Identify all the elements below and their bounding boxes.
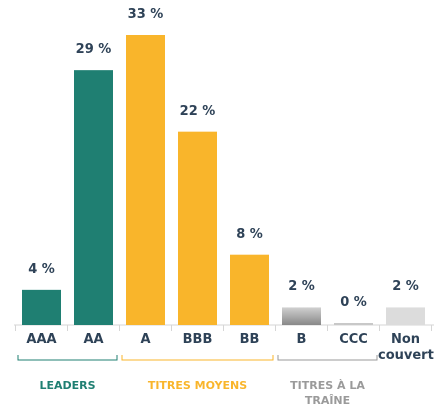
x-tick-label: A	[140, 332, 151, 347]
bar	[178, 131, 217, 325]
value-label: 2 %	[288, 279, 315, 295]
bar	[230, 254, 269, 325]
x-tick-label: B	[296, 332, 307, 347]
x-tick-label: CCC	[339, 332, 368, 347]
x-tick-label: BB	[239, 332, 260, 347]
value-label: 4 %	[28, 261, 55, 277]
value-label: 33 %	[127, 7, 164, 22]
value-label: 8 %	[236, 226, 263, 242]
value-label: 22 %	[179, 103, 216, 119]
x-tick-label: AAA	[26, 332, 57, 347]
group-bracket	[17, 355, 118, 361]
value-label: 29 %	[75, 42, 112, 58]
bar	[74, 70, 113, 325]
bar	[386, 307, 425, 325]
bar	[334, 323, 373, 325]
x-tick-label: Non couvert	[378, 332, 434, 363]
value-label: 2 %	[392, 279, 419, 295]
group-label: TITRES MOYENS	[147, 379, 248, 392]
bar	[126, 35, 165, 325]
x-tick-label: AA	[83, 332, 104, 347]
group-label: LEADERS	[39, 379, 96, 392]
bar	[282, 307, 321, 325]
group-label: TITRES À LA TRAÎNE	[290, 379, 365, 407]
x-tick-label: BBB	[182, 332, 213, 347]
bar	[22, 289, 61, 325]
value-label: 0 %	[340, 295, 367, 310]
group-bracket	[121, 355, 274, 361]
group-bracket	[277, 355, 378, 361]
